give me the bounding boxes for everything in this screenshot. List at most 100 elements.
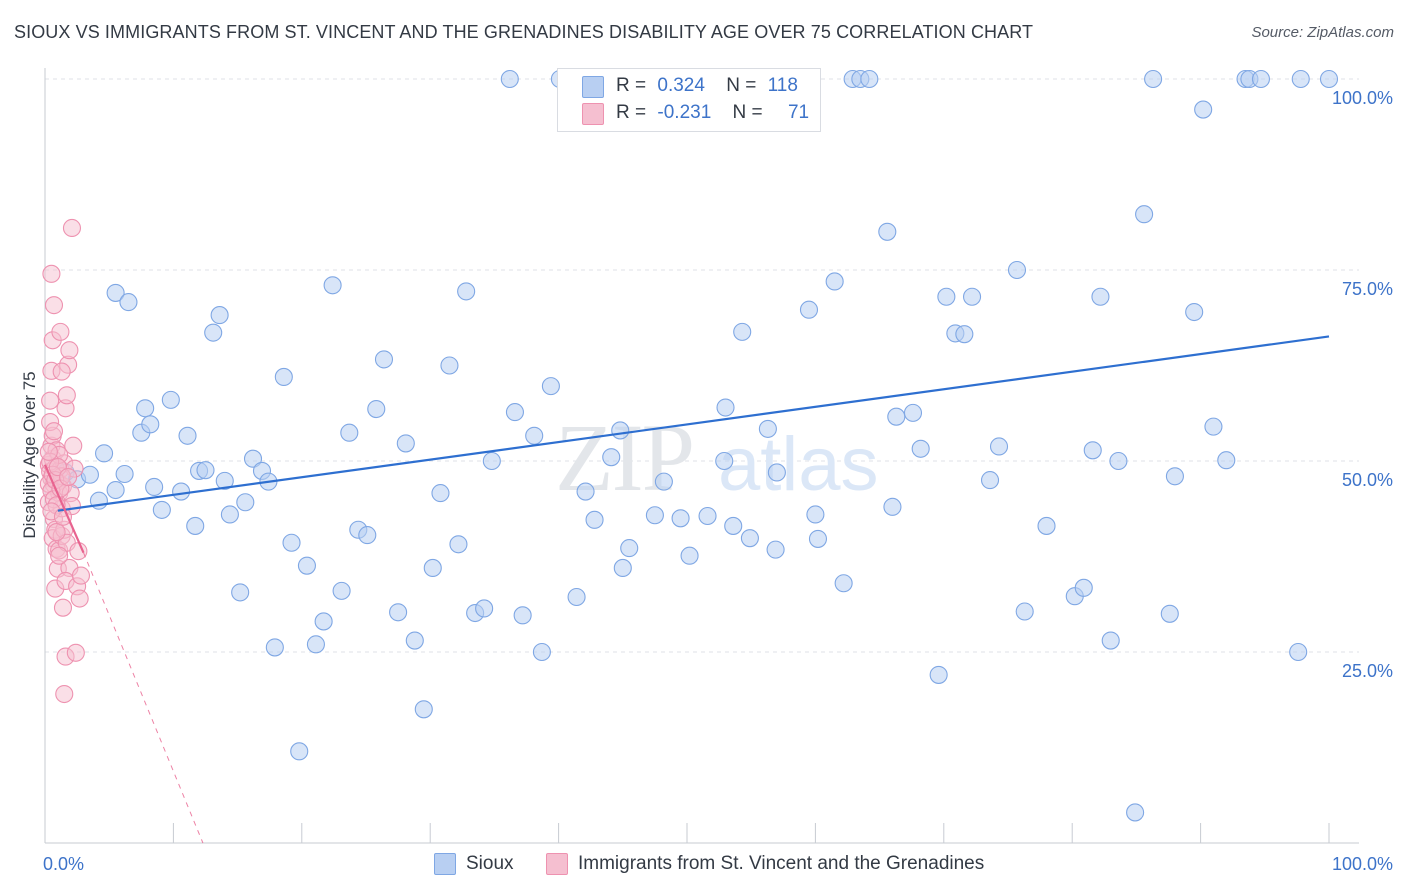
immigrants-point <box>71 566 91 585</box>
sioux-point <box>204 323 223 342</box>
r-label: R = <box>616 75 647 96</box>
sioux-point <box>654 472 673 491</box>
immigrants-point <box>70 589 89 608</box>
r-label: R = <box>616 102 647 123</box>
sioux-point <box>172 482 191 501</box>
sioux-point <box>1037 516 1056 535</box>
sioux-point <box>358 526 377 545</box>
sioux-point <box>243 449 263 468</box>
sioux-point <box>1217 451 1236 470</box>
sioux-point <box>1319 69 1339 89</box>
sioux-point <box>525 426 544 445</box>
immigrants-point <box>59 467 78 487</box>
sioux-point <box>367 399 386 419</box>
sioux-point <box>929 665 948 684</box>
sioux-point <box>220 505 239 524</box>
sioux-point <box>860 69 879 89</box>
legend-item-immigrants[interactable]: Immigrants from St. Vincent and the Gren… <box>546 852 984 876</box>
sioux-point <box>440 356 459 375</box>
n-value: 71 <box>787 102 810 123</box>
sioux-point <box>766 540 785 559</box>
sioux-point <box>1289 642 1308 662</box>
chart-title: SIOUX VS IMMIGRANTS FROM ST. VINCENT AND… <box>14 22 1034 42</box>
y-tick-label: 50.0% <box>1342 470 1393 490</box>
sioux-point <box>613 558 632 578</box>
sioux-point <box>1291 69 1310 89</box>
sioux-point <box>340 423 359 442</box>
sioux-point <box>962 287 982 306</box>
immigrants-point <box>51 322 70 341</box>
immigrants-point <box>42 264 61 283</box>
sioux-point <box>115 464 134 484</box>
sioux-point <box>178 426 197 445</box>
sioux-point <box>290 742 309 761</box>
sioux-point <box>265 638 284 657</box>
x-tick-label-max: 100.0% <box>1332 854 1393 874</box>
sioux-point <box>141 415 160 434</box>
sioux-point <box>799 300 819 319</box>
sioux-point <box>475 599 494 618</box>
sioux-point <box>236 493 255 512</box>
immigrants-point <box>50 546 69 565</box>
immigrants-point <box>60 341 79 360</box>
sioux-point <box>834 574 853 593</box>
sioux-point <box>671 509 690 528</box>
sioux-point <box>80 465 99 484</box>
sioux-point <box>724 516 743 535</box>
sioux-point <box>396 434 415 453</box>
sioux-point <box>500 69 519 89</box>
sioux-point <box>911 439 930 458</box>
watermark-atlas: atlas <box>718 422 879 507</box>
n-label: N = <box>732 102 763 123</box>
gridlines <box>45 78 1359 653</box>
sioux-point <box>106 283 125 302</box>
sioux-point <box>645 506 664 525</box>
immigrants-point <box>66 643 85 662</box>
legend-label-sioux: Sioux <box>466 853 514 874</box>
sioux-point <box>937 287 956 306</box>
sioux-point <box>231 583 250 602</box>
sioux-point <box>806 505 825 524</box>
sioux-points <box>56 69 1339 822</box>
sioux-point <box>1194 100 1213 119</box>
sioux-point <box>1074 578 1093 597</box>
sioux-point <box>106 480 125 500</box>
sioux-point <box>883 497 902 516</box>
y-tick-label: 75.0% <box>1342 279 1393 299</box>
sioux-point <box>196 461 215 480</box>
sioux-point <box>210 306 229 325</box>
stats-box: R = 0.324 N = 118 R = -0.231 N = 71 <box>557 68 821 132</box>
sioux-point <box>1015 602 1034 621</box>
sioux-point <box>423 558 442 578</box>
sioux-point <box>95 444 114 463</box>
n-value: 118 <box>767 75 798 96</box>
n-label: N = <box>726 75 757 96</box>
sioux-point <box>431 484 450 503</box>
sioux-point <box>457 282 476 301</box>
sioux-point <box>585 510 604 529</box>
sioux-point <box>215 471 234 490</box>
sioux-point <box>532 642 551 662</box>
sioux-point <box>513 606 532 625</box>
sioux-point <box>274 367 293 387</box>
sioux-point <box>576 482 595 501</box>
sioux-point <box>405 631 424 650</box>
axes <box>44 68 1359 844</box>
sioux-point <box>878 222 897 241</box>
watermark-zip: ZIP <box>555 404 693 511</box>
sioux-point <box>282 533 301 552</box>
source-credit: Source: ZipAtlas.com <box>1251 24 1394 41</box>
sioux-point <box>161 390 180 409</box>
sioux-point <box>1135 205 1154 224</box>
sioux-point <box>1204 417 1223 436</box>
sioux-point <box>297 556 316 575</box>
immigrants-point <box>69 542 88 561</box>
sioux-point <box>1251 69 1270 89</box>
sioux-point <box>389 603 408 622</box>
trend-lines <box>43 335 1330 844</box>
sioux-point <box>414 700 433 719</box>
sioux-legend-swatch <box>434 853 456 875</box>
sioux-point <box>119 293 138 312</box>
legend-item-sioux[interactable]: Sioux <box>434 852 514 876</box>
